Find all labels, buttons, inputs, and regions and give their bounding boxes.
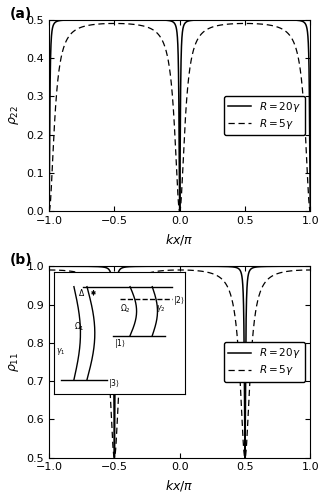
Line: $R = 20\gamma$: $R = 20\gamma$ <box>49 20 310 211</box>
$R = 5\gamma$ <box>112 20 116 26</box>
$R = 5\gamma$ <box>63 268 67 274</box>
$R = 20\gamma$ <box>112 17 116 23</box>
$R = 20\gamma$ <box>294 17 298 23</box>
Line: $R = 20\gamma$: $R = 20\gamma$ <box>49 266 310 458</box>
$R = 20\gamma$ <box>98 264 102 270</box>
$R = 5\gamma$ <box>175 267 179 273</box>
$R = 20\gamma$ <box>63 264 67 270</box>
$R = 20\gamma$ <box>243 454 247 460</box>
$R = 20\gamma$ <box>308 208 312 214</box>
$R = 5\gamma$ <box>48 201 52 207</box>
$R = 5\gamma$ <box>58 61 62 67</box>
$R = 20\gamma$ <box>63 17 67 23</box>
$R = 5\gamma$ <box>294 47 298 53</box>
$R = 20\gamma$ <box>294 264 298 270</box>
$R = 5\gamma$ <box>112 454 116 460</box>
Legend: $R = 20\gamma$, $R = 5\gamma$: $R = 20\gamma$, $R = 5\gamma$ <box>224 96 305 135</box>
$R = 5\gamma$ <box>63 42 67 48</box>
$R = 20\gamma$ <box>98 17 102 23</box>
$R = 20\gamma$ <box>47 208 51 214</box>
Line: $R = 5\gamma$: $R = 5\gamma$ <box>49 270 310 458</box>
$R = 5\gamma$ <box>47 208 51 214</box>
$R = 20\gamma$ <box>48 264 52 270</box>
$R = 5\gamma$ <box>308 208 312 214</box>
$R = 20\gamma$ <box>308 264 312 270</box>
$R = 20\gamma$ <box>175 264 179 270</box>
X-axis label: $kx/\pi$: $kx/\pi$ <box>165 232 194 246</box>
Line: $R = 5\gamma$: $R = 5\gamma$ <box>49 24 310 211</box>
Legend: $R = 20\gamma$, $R = 5\gamma$: $R = 20\gamma$, $R = 5\gamma$ <box>224 342 305 382</box>
$R = 20\gamma$ <box>48 69 52 75</box>
$R = 20\gamma$ <box>58 18 62 24</box>
X-axis label: $kx/\pi$: $kx/\pi$ <box>165 478 194 493</box>
$R = 5\gamma$ <box>47 267 51 273</box>
Y-axis label: $\rho_{22}$: $\rho_{22}$ <box>7 106 21 126</box>
$R = 20\gamma$ <box>58 264 62 270</box>
Text: (b): (b) <box>10 254 33 268</box>
$R = 5\gamma$ <box>175 171 179 177</box>
$R = 5\gamma$ <box>98 292 102 298</box>
$R = 5\gamma$ <box>294 268 298 274</box>
$R = 5\gamma$ <box>58 267 62 273</box>
$R = 5\gamma$ <box>308 267 312 273</box>
$R = 20\gamma$ <box>175 28 179 34</box>
Text: (a): (a) <box>10 7 32 21</box>
Y-axis label: $\rho_{11}$: $\rho_{11}$ <box>7 352 21 372</box>
$R = 5\gamma$ <box>98 21 102 27</box>
$R = 5\gamma$ <box>48 267 52 273</box>
$R = 20\gamma$ <box>47 264 51 270</box>
